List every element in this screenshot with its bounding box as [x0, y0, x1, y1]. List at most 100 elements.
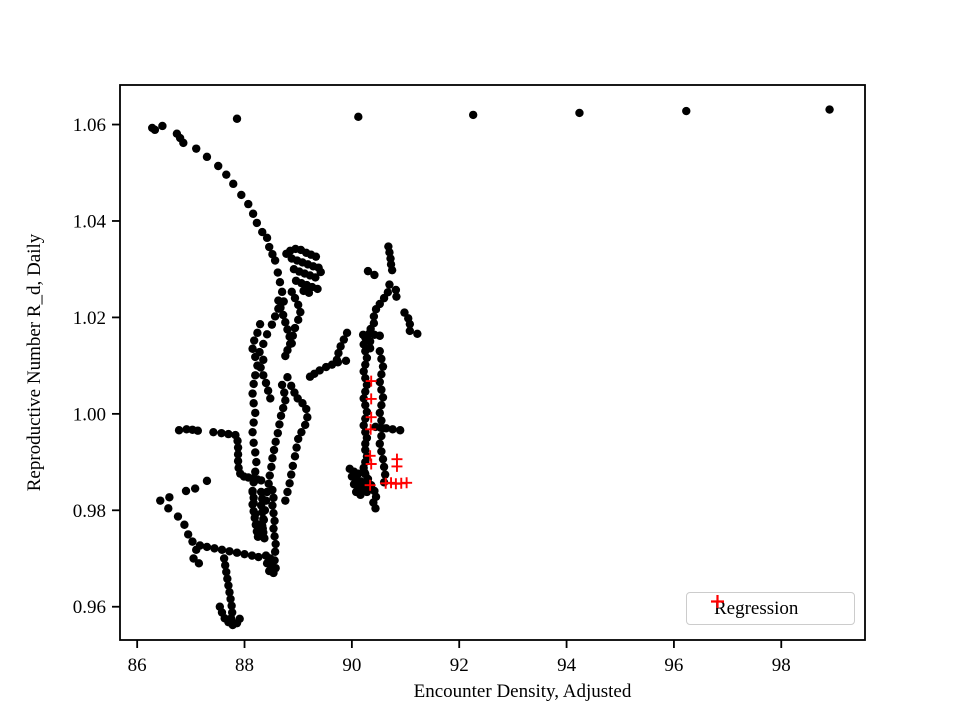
- scatter-point: [251, 352, 260, 362]
- scatter-point: [290, 323, 300, 333]
- scatter-point: [194, 559, 204, 568]
- scatter-point: [259, 339, 268, 349]
- scatter-point: [359, 394, 368, 403]
- scatter-point: [825, 105, 834, 114]
- scatter-point: [290, 293, 300, 303]
- scatter-point: [174, 426, 184, 435]
- scatter-point: [360, 468, 369, 477]
- scatter-point: [297, 427, 306, 437]
- scatter-point: [251, 371, 260, 380]
- scatter-point: [361, 360, 370, 369]
- scatter-point: [375, 331, 384, 340]
- scatter-point: [269, 493, 278, 502]
- legend: Regression: [686, 592, 855, 625]
- scatter-point: [252, 457, 261, 467]
- scatter-point: [249, 379, 258, 389]
- scatter-point: [256, 363, 265, 372]
- regression-marker: [385, 477, 397, 489]
- scatter-point: [311, 273, 320, 282]
- scatter-point: [181, 486, 191, 496]
- scatter-point: [269, 524, 278, 533]
- scatter-point: [276, 303, 285, 312]
- scatter-point: [193, 426, 203, 435]
- regression-marker: [365, 375, 377, 387]
- scatter-point: [391, 285, 401, 295]
- scatter-point: [382, 424, 391, 433]
- scatter-point: [388, 425, 397, 434]
- scatter-point: [233, 450, 243, 459]
- scatter-point: [217, 428, 226, 438]
- scatter-point: [253, 328, 262, 338]
- scatter-point: [315, 366, 324, 375]
- scatter-point: [224, 581, 233, 590]
- scatter-point: [247, 551, 257, 560]
- scatter-point: [369, 312, 379, 321]
- scatter-point: [300, 420, 310, 430]
- scatter-point: [232, 548, 242, 557]
- scatter-point: [281, 396, 290, 405]
- scatter-point: [339, 335, 349, 344]
- scatter-point: [334, 348, 343, 358]
- scatter-point: [375, 408, 384, 418]
- scatter-point: [202, 152, 212, 162]
- scatter-point: [682, 106, 691, 116]
- scatter-point: [336, 342, 345, 351]
- scatter-point: [192, 144, 201, 153]
- scatter-point: [359, 421, 368, 430]
- scatter-point: [233, 436, 242, 446]
- scatter-point: [288, 461, 298, 471]
- scatter-point: [258, 508, 267, 517]
- x-tick-label: 86: [128, 655, 147, 676]
- scatter-point: [287, 287, 296, 297]
- scatter-point: [293, 315, 303, 325]
- scatter-point: [313, 284, 322, 294]
- scatter-point: [223, 574, 232, 583]
- y-axis-label: Reproductive Number R_d, Daily: [24, 233, 45, 491]
- scatter-point: [280, 388, 289, 397]
- scatter-point: [375, 346, 384, 356]
- scatter-point: [267, 320, 277, 329]
- scatter-point: [251, 408, 260, 418]
- scatter-point: [283, 487, 292, 497]
- scatter-point: [281, 318, 290, 327]
- scatter-point: [385, 248, 394, 257]
- scatter-point: [380, 470, 390, 479]
- y-tick-label: 0.98: [73, 501, 106, 522]
- scatter-point: [263, 386, 273, 395]
- scatter-point: [229, 179, 238, 189]
- scatter-point: [221, 561, 230, 570]
- plot-frame: [119, 84, 866, 641]
- regression-marker: [401, 477, 413, 489]
- scatter-point: [259, 514, 268, 524]
- scatter-point: [273, 428, 283, 438]
- scatter-point: [202, 476, 212, 486]
- scatter-point: [378, 454, 388, 464]
- scatter-point: [265, 242, 274, 252]
- scatter-point: [232, 114, 242, 123]
- scatter-point: [268, 485, 277, 495]
- scatter-point: [265, 471, 274, 480]
- scatter-point: [342, 328, 352, 338]
- regression-marker: [391, 460, 403, 472]
- scatter-point: [361, 400, 370, 410]
- scatter-point: [150, 125, 160, 135]
- scatter-point: [413, 329, 422, 339]
- scatter-point: [249, 493, 258, 502]
- scatter-point: [375, 377, 384, 387]
- scatter-point: [237, 190, 246, 200]
- scatter-point: [377, 354, 386, 364]
- scatter-point: [249, 336, 259, 345]
- scatter-point: [260, 534, 269, 543]
- scatter-point: [385, 280, 394, 289]
- scatter-point: [375, 439, 384, 448]
- scatter-point: [190, 484, 200, 493]
- scatter-point: [575, 108, 584, 118]
- scatter-point: [356, 490, 365, 500]
- scatter-point: [292, 443, 301, 452]
- scatter-point: [285, 332, 294, 341]
- scatter-point: [387, 265, 397, 275]
- scatter-point: [275, 420, 284, 429]
- scatter-point: [269, 568, 278, 578]
